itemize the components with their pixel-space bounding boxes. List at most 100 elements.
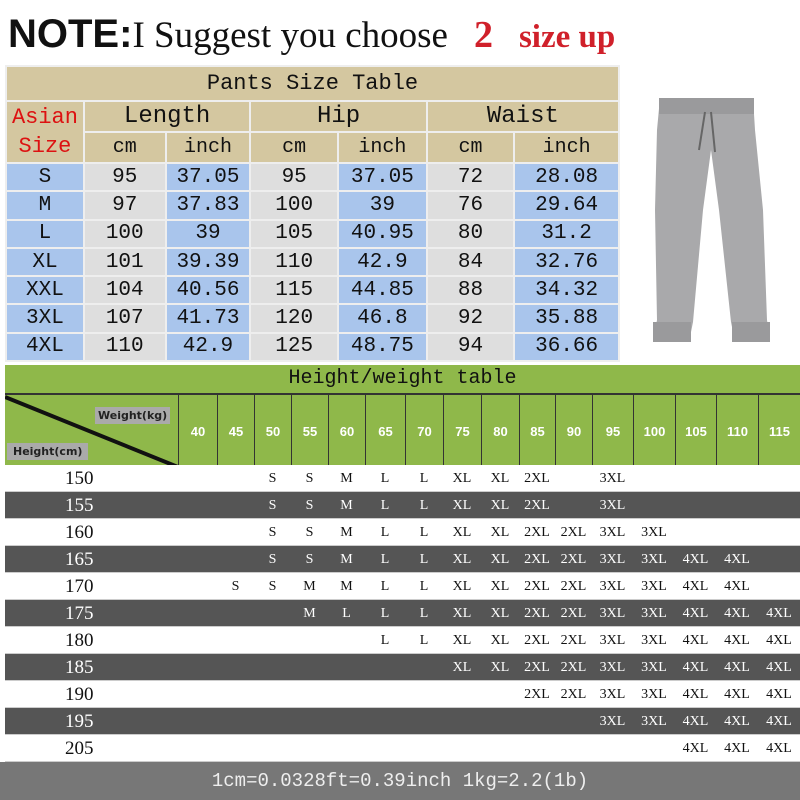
value-cell: 92 (425, 303, 516, 334)
size-cell: 2XL (560, 606, 587, 621)
weight-column-header: 100 (633, 395, 675, 467)
table-row: 155 S S M L L XL XL 2XL 3XL (5, 492, 800, 519)
asian-size-header: Asian Size (5, 100, 85, 164)
size-cell: 3XL (641, 714, 667, 729)
size-cell: 4XL (724, 714, 750, 729)
size-cell: 2XL (560, 579, 587, 594)
value-cell: 80 (425, 218, 516, 249)
value-cell: 41.73 (164, 303, 252, 334)
size-cell: XL (452, 633, 472, 648)
weight-column-header: 75 (443, 395, 481, 467)
table-row: XXL 104 40.56 115 44.85 88 34.32 (5, 275, 620, 306)
size-cell: XL (452, 471, 472, 486)
value-cell: 120 (249, 303, 339, 334)
note-suffix: size up (518, 19, 616, 55)
value-cell: 72 (425, 161, 516, 193)
value-cell: 42.9 (164, 331, 252, 363)
value-cell: 39 (336, 190, 428, 221)
weight-column-header: 115 (758, 395, 800, 467)
size-cell: 3XL (641, 606, 667, 621)
unit-header: inch (513, 131, 620, 164)
pants-image (653, 98, 770, 342)
size-cell: 4XL (766, 606, 792, 621)
size-cell: L (419, 525, 429, 540)
conversion-footer: 1cm=0.0328ft=0.39inch 1kg=2.2(1b) (0, 762, 800, 800)
size-cell: L (419, 552, 429, 567)
table-row: XL 101 39.39 110 42.9 84 32.76 (5, 246, 620, 278)
value-cell: 95 (249, 161, 339, 193)
height-label: Height(cm) (7, 443, 89, 460)
value-cell: 94 (425, 331, 516, 363)
table-row: 170 S S M M L L XL XL 2XL 2XL 3XL 3XL 4XL 4XL (5, 573, 800, 600)
size-cell: 4XL (724, 741, 750, 756)
size-cell: L (380, 579, 390, 594)
table-title: Pants Size Table (5, 65, 620, 102)
value-cell: 76 (425, 190, 516, 221)
value-cell: 31.2 (513, 218, 620, 249)
size-cell: XL (490, 471, 510, 486)
size-cell: S (305, 552, 314, 567)
size-cell: L (419, 498, 429, 513)
size-cell: L (380, 498, 390, 513)
size-cell: 2XL (560, 633, 587, 648)
size-cell: 4XL (682, 687, 709, 702)
size-cell: XL (490, 633, 510, 648)
size-cell: S (268, 525, 277, 540)
value-cell: 37.05 (336, 161, 428, 193)
size-cell: L (380, 471, 390, 486)
value-cell: 88 (425, 275, 516, 306)
weight-column-header: 95 (592, 395, 633, 467)
table-row: 4XL 110 42.9 125 48.75 94 36.66 (5, 331, 620, 363)
size-cell: 4XL (682, 660, 709, 675)
size-cell: XXL (5, 275, 85, 306)
size-cell: 4XL (724, 552, 750, 567)
pants-size-table: Pants Size Table Asian Size Length Hip Wa… (5, 65, 621, 363)
note-prefix: NOTE: (8, 12, 133, 56)
value-cell: 34.32 (513, 275, 620, 306)
hip-header: Hip (249, 100, 428, 133)
table-row: 180 L L XL XL 2XL 2XL 3XL 3XL 4XL 4XL 4XL (5, 627, 800, 654)
table-row: 165 S S M L L XL XL 2XL 2XL 3XL 3XL 4XL 4XL (5, 546, 800, 573)
size-cell: 3XL (599, 660, 626, 675)
size-cell: L (380, 606, 390, 621)
size-cell: 4XL (682, 714, 709, 729)
value-cell: 39 (164, 218, 252, 249)
weight-column-header: 40 (178, 395, 217, 467)
size-cell: 2XL (524, 498, 550, 513)
height-cell: 150 (65, 468, 94, 489)
unit-header: inch (336, 131, 428, 164)
value-cell: 44.85 (336, 275, 428, 306)
size-cell: S (305, 471, 314, 486)
size-cell: 3XL (641, 525, 667, 540)
size-cell: 3XL (641, 633, 667, 648)
table-row: 185 XL XL 2XL 2XL 3XL 3XL 4XL 4XL 4XL (5, 654, 800, 681)
table-row: 195 3XL 3XL 4XL 4XL 4XL (5, 708, 800, 735)
height-cell: 160 (65, 522, 94, 543)
size-cell: S (268, 552, 277, 567)
weight-column-header: 80 (481, 395, 519, 467)
value-cell: 42.9 (336, 246, 428, 278)
size-cell: 2XL (524, 660, 550, 675)
value-cell: 100 (249, 190, 339, 221)
weight-column-header: 110 (716, 395, 758, 467)
value-cell: 101 (82, 246, 167, 278)
size-cell: 4XL (766, 660, 792, 675)
height-cell: 185 (65, 657, 94, 678)
size-cell: 4XL (682, 606, 709, 621)
waist-header: Waist (425, 100, 621, 133)
size-cell: 3XL (599, 606, 626, 621)
note-text: I Suggest you choose (132, 15, 448, 56)
size-cell: 4XL (682, 741, 709, 756)
size-cell: 2XL (524, 471, 550, 486)
size-cell: 4XL (766, 741, 792, 756)
value-cell: 95 (82, 161, 167, 193)
length-header: Length (82, 100, 252, 133)
size-cell: 4XL (724, 660, 750, 675)
size-cell: L (342, 606, 351, 621)
table-row: S 95 37.05 95 37.05 72 28.08 (5, 161, 620, 193)
height-cell: 205 (65, 738, 94, 759)
size-cell: L (419, 633, 429, 648)
weight-column-header: 85 (519, 395, 555, 467)
table-row: M 97 37.83 100 39 76 29.64 (5, 190, 620, 221)
size-cell: 3XL (641, 687, 667, 702)
